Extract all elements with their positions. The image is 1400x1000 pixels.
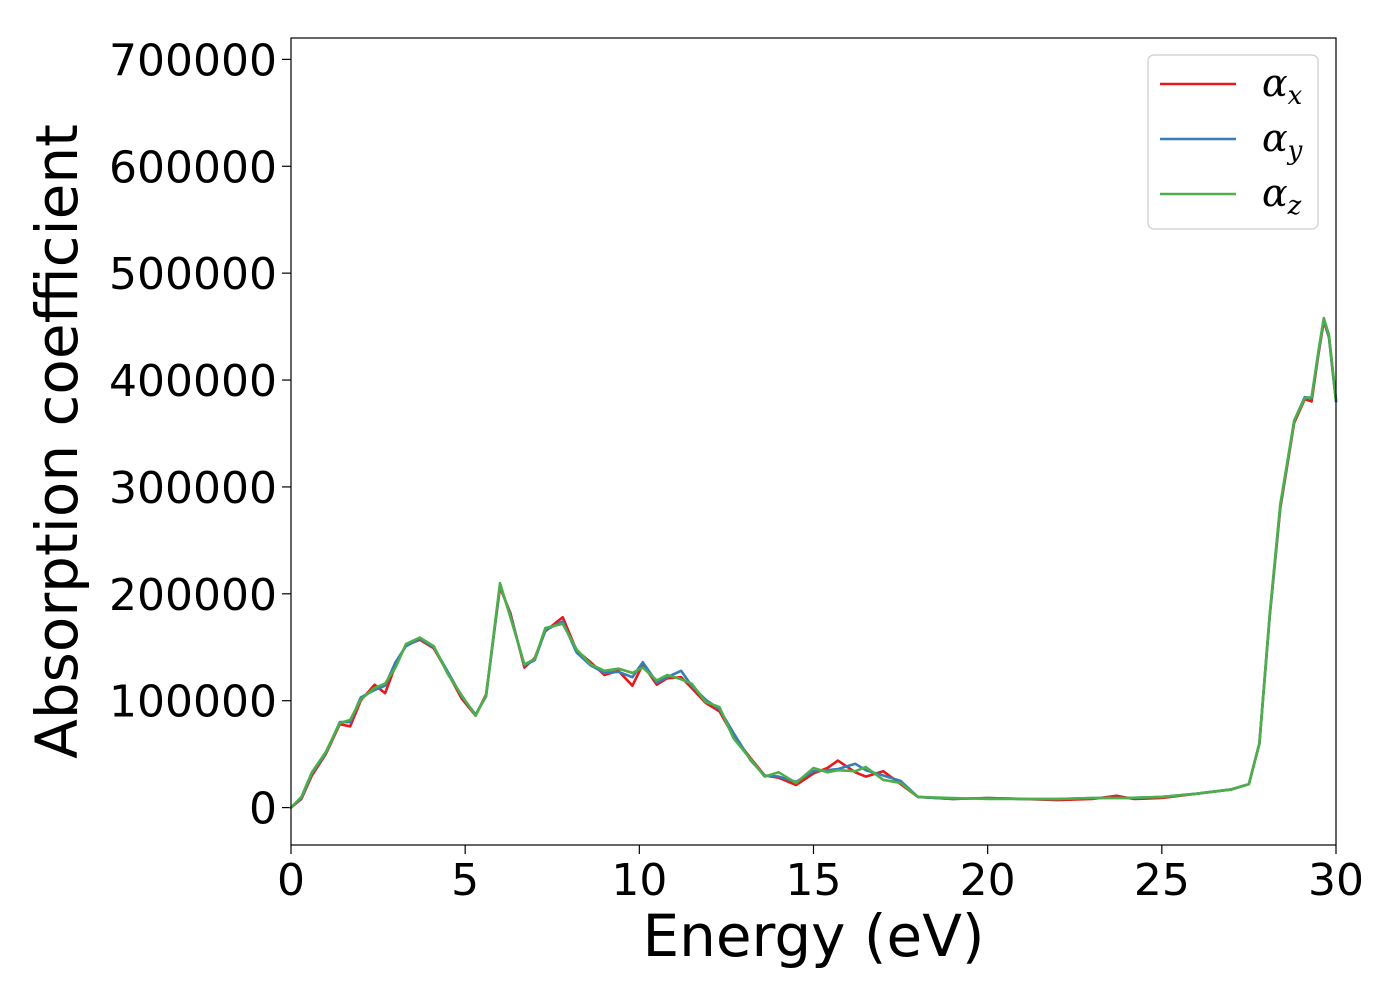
- x-axis-label: Energy (eV): [642, 902, 984, 970]
- series-line-y: [289, 317, 1338, 809]
- x-tick-label: 0: [277, 855, 305, 906]
- legend-box: [1147, 54, 1319, 230]
- y-tick-label: 0: [249, 784, 277, 835]
- x-tick-label: 30: [1308, 855, 1364, 906]
- x-tick-label: 15: [786, 855, 842, 906]
- y-tick-label: 500000: [109, 249, 277, 300]
- legend-label-y: αy: [1262, 116, 1303, 166]
- x-tick-label: 25: [1134, 855, 1190, 906]
- y-tick-label: 600000: [109, 142, 277, 193]
- x-tick-label: 20: [960, 855, 1016, 906]
- axis-ticks: 0 5 10 15 20 25 30 0 100000 200000 300000 400000 500…: [109, 35, 1364, 906]
- y-axis-label: Absorption coefficient: [23, 124, 91, 759]
- series-line-x: [289, 319, 1338, 809]
- y-tick-label: 300000: [109, 463, 277, 514]
- y-tick-label: 700000: [109, 35, 277, 86]
- series-line-z: [289, 316, 1338, 809]
- x-tick-label: 5: [451, 855, 479, 906]
- series-lines: [289, 316, 1338, 809]
- legend-label-z: αz: [1262, 171, 1302, 221]
- y-tick-label: 200000: [109, 570, 277, 621]
- plot-frame: [290, 37, 1337, 846]
- y-tick-label: 100000: [109, 677, 277, 728]
- legend-label-x: αx: [1262, 61, 1303, 111]
- y-tick-label: 400000: [109, 356, 277, 407]
- x-tick-label: 10: [611, 855, 667, 906]
